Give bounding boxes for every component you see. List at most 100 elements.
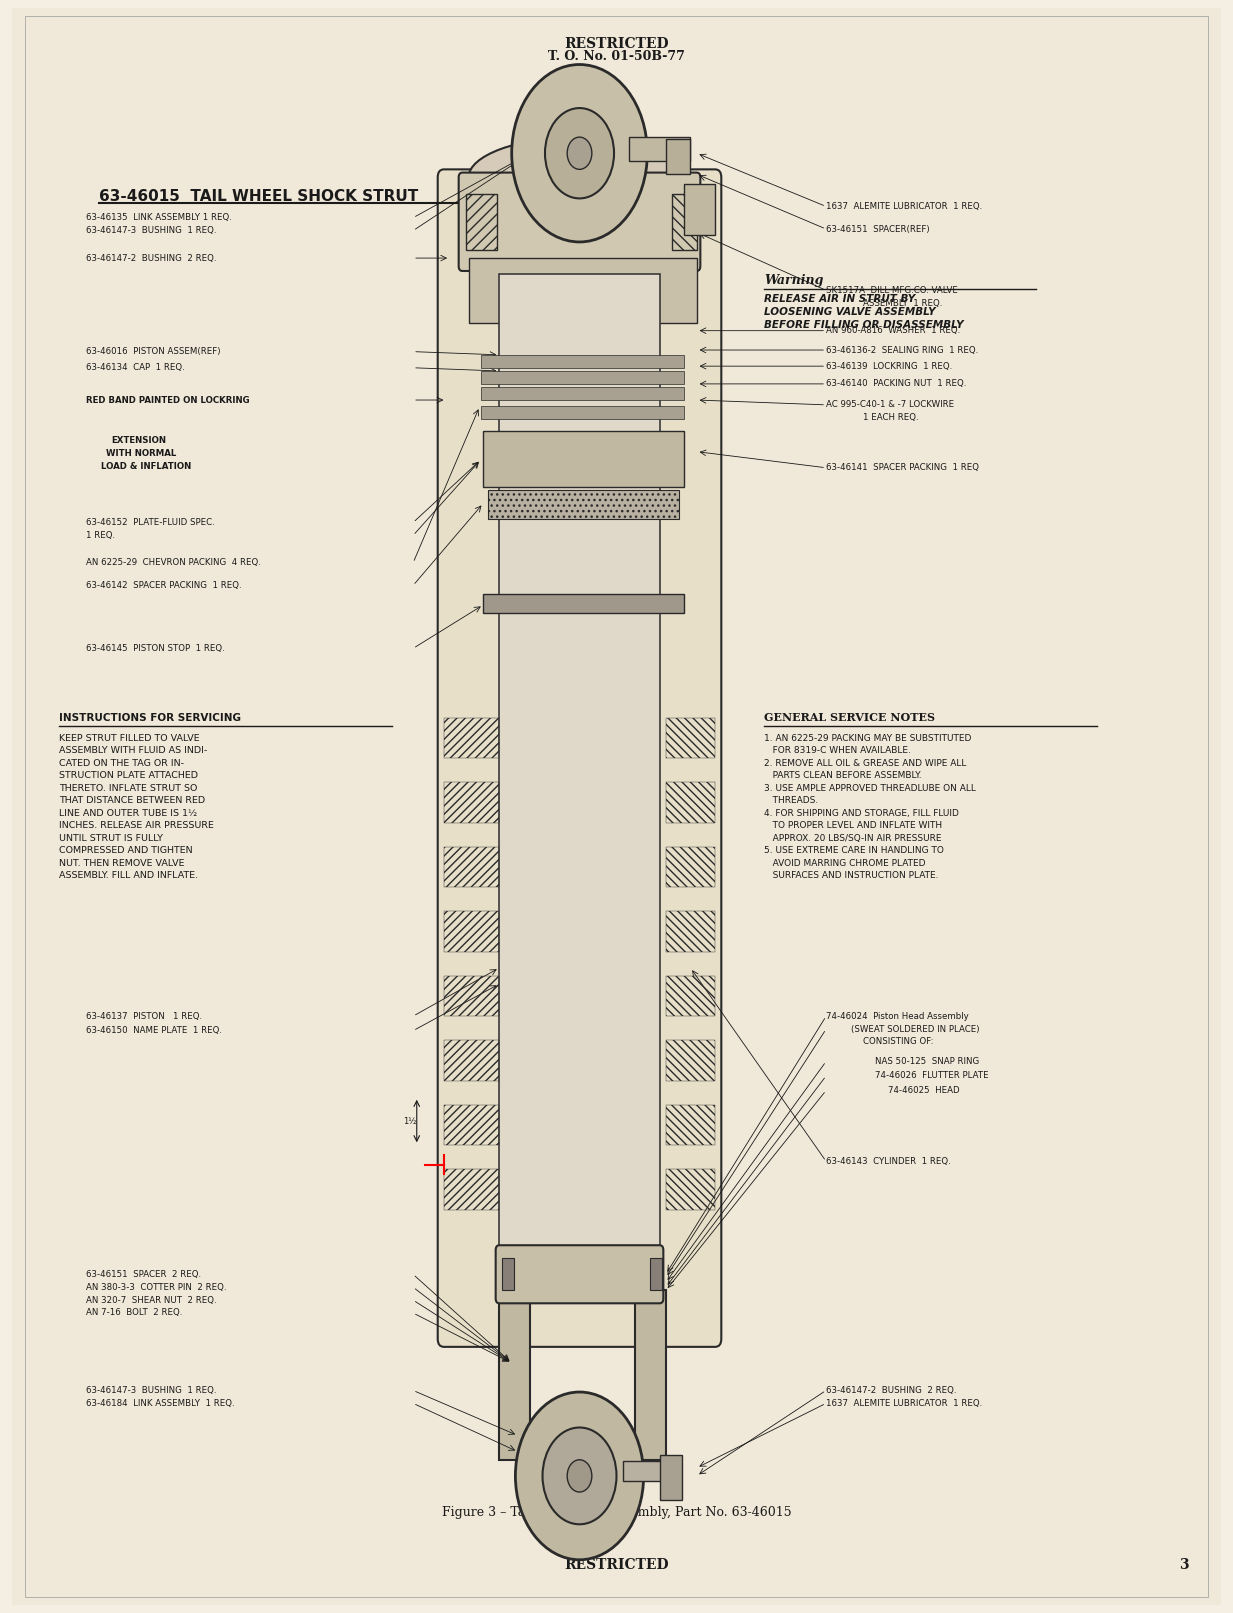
- Bar: [469, 258, 697, 323]
- Text: 63-46134  CAP  1 REQ.: 63-46134 CAP 1 REQ.: [86, 363, 185, 373]
- Text: (SWEAT SOLDERED IN PLACE): (SWEAT SOLDERED IN PLACE): [851, 1024, 979, 1034]
- Text: 63-46147-3  BUSHING  1 REQ.: 63-46147-3 BUSHING 1 REQ.: [86, 226, 217, 235]
- Text: LOAD & INFLATION: LOAD & INFLATION: [101, 461, 191, 471]
- Text: 3: 3: [1179, 1558, 1189, 1571]
- Text: 63-46140  PACKING NUT  1 REQ.: 63-46140 PACKING NUT 1 REQ.: [826, 379, 967, 389]
- Bar: [483, 594, 684, 613]
- Bar: [499, 1290, 530, 1460]
- Text: 63-46152  PLATE-FLUID SPEC.: 63-46152 PLATE-FLUID SPEC.: [86, 518, 215, 527]
- Text: 74-46024  Piston Head Assembly: 74-46024 Piston Head Assembly: [826, 1011, 969, 1021]
- Bar: [635, 1290, 666, 1460]
- FancyBboxPatch shape: [459, 173, 700, 271]
- Text: 63-46137  PISTON   1 REQ.: 63-46137 PISTON 1 REQ.: [86, 1011, 202, 1021]
- Text: 63-46139  LOCKRING  1 REQ.: 63-46139 LOCKRING 1 REQ.: [826, 361, 952, 371]
- Circle shape: [567, 137, 592, 169]
- Text: 1637  ALEMITE LUBRICATOR  1 REQ.: 1637 ALEMITE LUBRICATOR 1 REQ.: [826, 1398, 983, 1408]
- Bar: [444, 1105, 499, 1145]
- Bar: [481, 355, 684, 368]
- Text: Warning: Warning: [764, 274, 824, 287]
- Text: 1. AN 6225-29 PACKING MAY BE SUBSTITUTED
   FOR 8319-C WHEN AVAILABLE.
2. REMOVE: 1. AN 6225-29 PACKING MAY BE SUBSTITUTED…: [764, 734, 977, 881]
- Text: T. O. No. 01-50B-77: T. O. No. 01-50B-77: [547, 50, 686, 63]
- Bar: [444, 847, 499, 887]
- Bar: [629, 137, 690, 161]
- Bar: [481, 406, 684, 419]
- Bar: [481, 371, 684, 384]
- Bar: [666, 1105, 715, 1145]
- Text: 63-46135  LINK ASSEMBLY 1 REQ.: 63-46135 LINK ASSEMBLY 1 REQ.: [86, 213, 232, 223]
- Text: 1637  ALEMITE LUBRICATOR  1 REQ.: 1637 ALEMITE LUBRICATOR 1 REQ.: [826, 202, 983, 211]
- Bar: [483, 431, 684, 487]
- Circle shape: [543, 1428, 616, 1524]
- Text: 63-46147-2  BUSHING  2 REQ.: 63-46147-2 BUSHING 2 REQ.: [826, 1386, 957, 1395]
- Text: 63-46142  SPACER PACKING  1 REQ.: 63-46142 SPACER PACKING 1 REQ.: [86, 581, 242, 590]
- Bar: [444, 718, 499, 758]
- Text: 63-46147-3  BUSHING  1 REQ.: 63-46147-3 BUSHING 1 REQ.: [86, 1386, 217, 1395]
- Text: AN 6225-29  CHEVRON PACKING  4 REQ.: AN 6225-29 CHEVRON PACKING 4 REQ.: [86, 558, 261, 568]
- Text: RED BAND PAINTED ON LOCKRING: RED BAND PAINTED ON LOCKRING: [86, 395, 250, 405]
- Text: 63-46015  TAIL WHEEL SHOCK STRUT: 63-46015 TAIL WHEEL SHOCK STRUT: [99, 189, 418, 205]
- Text: 74-46026  FLUTTER PLATE: 74-46026 FLUTTER PLATE: [875, 1071, 989, 1081]
- Text: 63-46150  NAME PLATE  1 REQ.: 63-46150 NAME PLATE 1 REQ.: [86, 1026, 222, 1036]
- Text: KEEP STRUT FILLED TO VALVE
ASSEMBLY WITH FLUID AS INDI-
CATED ON THE TAG OR IN-
: KEEP STRUT FILLED TO VALVE ASSEMBLY WITH…: [59, 734, 215, 881]
- Bar: [444, 782, 499, 823]
- Text: Figure 3 – Tail Gear Strut Assembly, Part No. 63-46015: Figure 3 – Tail Gear Strut Assembly, Par…: [441, 1507, 792, 1519]
- Text: WITH NORMAL: WITH NORMAL: [106, 448, 176, 458]
- Bar: [666, 1040, 715, 1081]
- Text: EXTENSION: EXTENSION: [111, 436, 166, 445]
- Bar: [488, 490, 679, 519]
- Bar: [666, 847, 715, 887]
- Circle shape: [545, 108, 614, 198]
- Circle shape: [512, 65, 647, 242]
- Bar: [502, 1258, 514, 1290]
- Text: AC 995-C40-1 & -7 LOCKWIRE: AC 995-C40-1 & -7 LOCKWIRE: [826, 400, 954, 410]
- Circle shape: [515, 1392, 644, 1560]
- Circle shape: [567, 1460, 592, 1492]
- Bar: [684, 184, 715, 235]
- Text: 63-46147-2  BUSHING  2 REQ.: 63-46147-2 BUSHING 2 REQ.: [86, 253, 217, 263]
- Bar: [444, 976, 499, 1016]
- Text: 63-46143  CYLINDER  1 REQ.: 63-46143 CYLINDER 1 REQ.: [826, 1157, 951, 1166]
- Text: SK1517A  DILL MFG.CO. VALVE: SK1517A DILL MFG.CO. VALVE: [826, 286, 958, 295]
- Text: ASSEMBLY  1 REQ.: ASSEMBLY 1 REQ.: [863, 298, 942, 308]
- Ellipse shape: [469, 137, 690, 218]
- Text: RESTRICTED: RESTRICTED: [565, 1558, 668, 1571]
- Text: GENERAL SERVICE NOTES: GENERAL SERVICE NOTES: [764, 713, 936, 723]
- Bar: [666, 139, 690, 174]
- Text: AN 960-A816  WASHER  1 REQ.: AN 960-A816 WASHER 1 REQ.: [826, 326, 961, 336]
- Text: 1 EACH REQ.: 1 EACH REQ.: [863, 413, 919, 423]
- Bar: [666, 782, 715, 823]
- FancyBboxPatch shape: [496, 1245, 663, 1303]
- Bar: [444, 1040, 499, 1081]
- Text: 1 REQ.: 1 REQ.: [86, 531, 116, 540]
- Text: 63-46151  SPACER  2 REQ.: 63-46151 SPACER 2 REQ.: [86, 1269, 201, 1279]
- Bar: [444, 911, 499, 952]
- Text: 63-46184  LINK ASSEMBLY  1 REQ.: 63-46184 LINK ASSEMBLY 1 REQ.: [86, 1398, 236, 1408]
- Text: RESTRICTED: RESTRICTED: [565, 37, 668, 50]
- Text: 63-46151  SPACER(REF): 63-46151 SPACER(REF): [826, 224, 930, 234]
- Text: 63-46136-2  SEALING RING  1 REQ.: 63-46136-2 SEALING RING 1 REQ.: [826, 345, 978, 355]
- Text: INSTRUCTIONS FOR SERVICING: INSTRUCTIONS FOR SERVICING: [59, 713, 242, 723]
- Bar: [650, 1258, 662, 1290]
- Text: AN 7-16  BOLT  2 REQ.: AN 7-16 BOLT 2 REQ.: [86, 1308, 182, 1318]
- Bar: [444, 1169, 499, 1210]
- Text: 1½: 1½: [403, 1116, 416, 1126]
- Bar: [499, 274, 660, 1258]
- Text: 63-46141  SPACER PACKING  1 REQ: 63-46141 SPACER PACKING 1 REQ: [826, 463, 979, 473]
- Bar: [672, 194, 697, 250]
- Bar: [481, 387, 684, 400]
- Text: AN 320-7  SHEAR NUT  2 REQ.: AN 320-7 SHEAR NUT 2 REQ.: [86, 1295, 217, 1305]
- Bar: [666, 1169, 715, 1210]
- FancyBboxPatch shape: [438, 169, 721, 1347]
- Text: NAS 50-125  SNAP RING: NAS 50-125 SNAP RING: [875, 1057, 980, 1066]
- Text: RELEASE AIR IN STRUT BY
LOOSENING VALVE ASSEMBLY
BEFORE FILLING OR DISASSEMBLY: RELEASE AIR IN STRUT BY LOOSENING VALVE …: [764, 294, 964, 331]
- Text: AN 380-3-3  COTTER PIN  2 REQ.: AN 380-3-3 COTTER PIN 2 REQ.: [86, 1282, 227, 1292]
- Bar: [623, 1461, 678, 1481]
- Text: 74-46025  HEAD: 74-46025 HEAD: [888, 1086, 959, 1095]
- Text: 63-46145  PISTON STOP  1 REQ.: 63-46145 PISTON STOP 1 REQ.: [86, 644, 226, 653]
- Bar: [666, 718, 715, 758]
- Text: 63-46016  PISTON ASSEM(REF): 63-46016 PISTON ASSEM(REF): [86, 347, 221, 356]
- Bar: [660, 1455, 682, 1500]
- Text: CONSISTING OF:: CONSISTING OF:: [863, 1037, 933, 1047]
- Bar: [466, 194, 497, 250]
- Bar: [666, 976, 715, 1016]
